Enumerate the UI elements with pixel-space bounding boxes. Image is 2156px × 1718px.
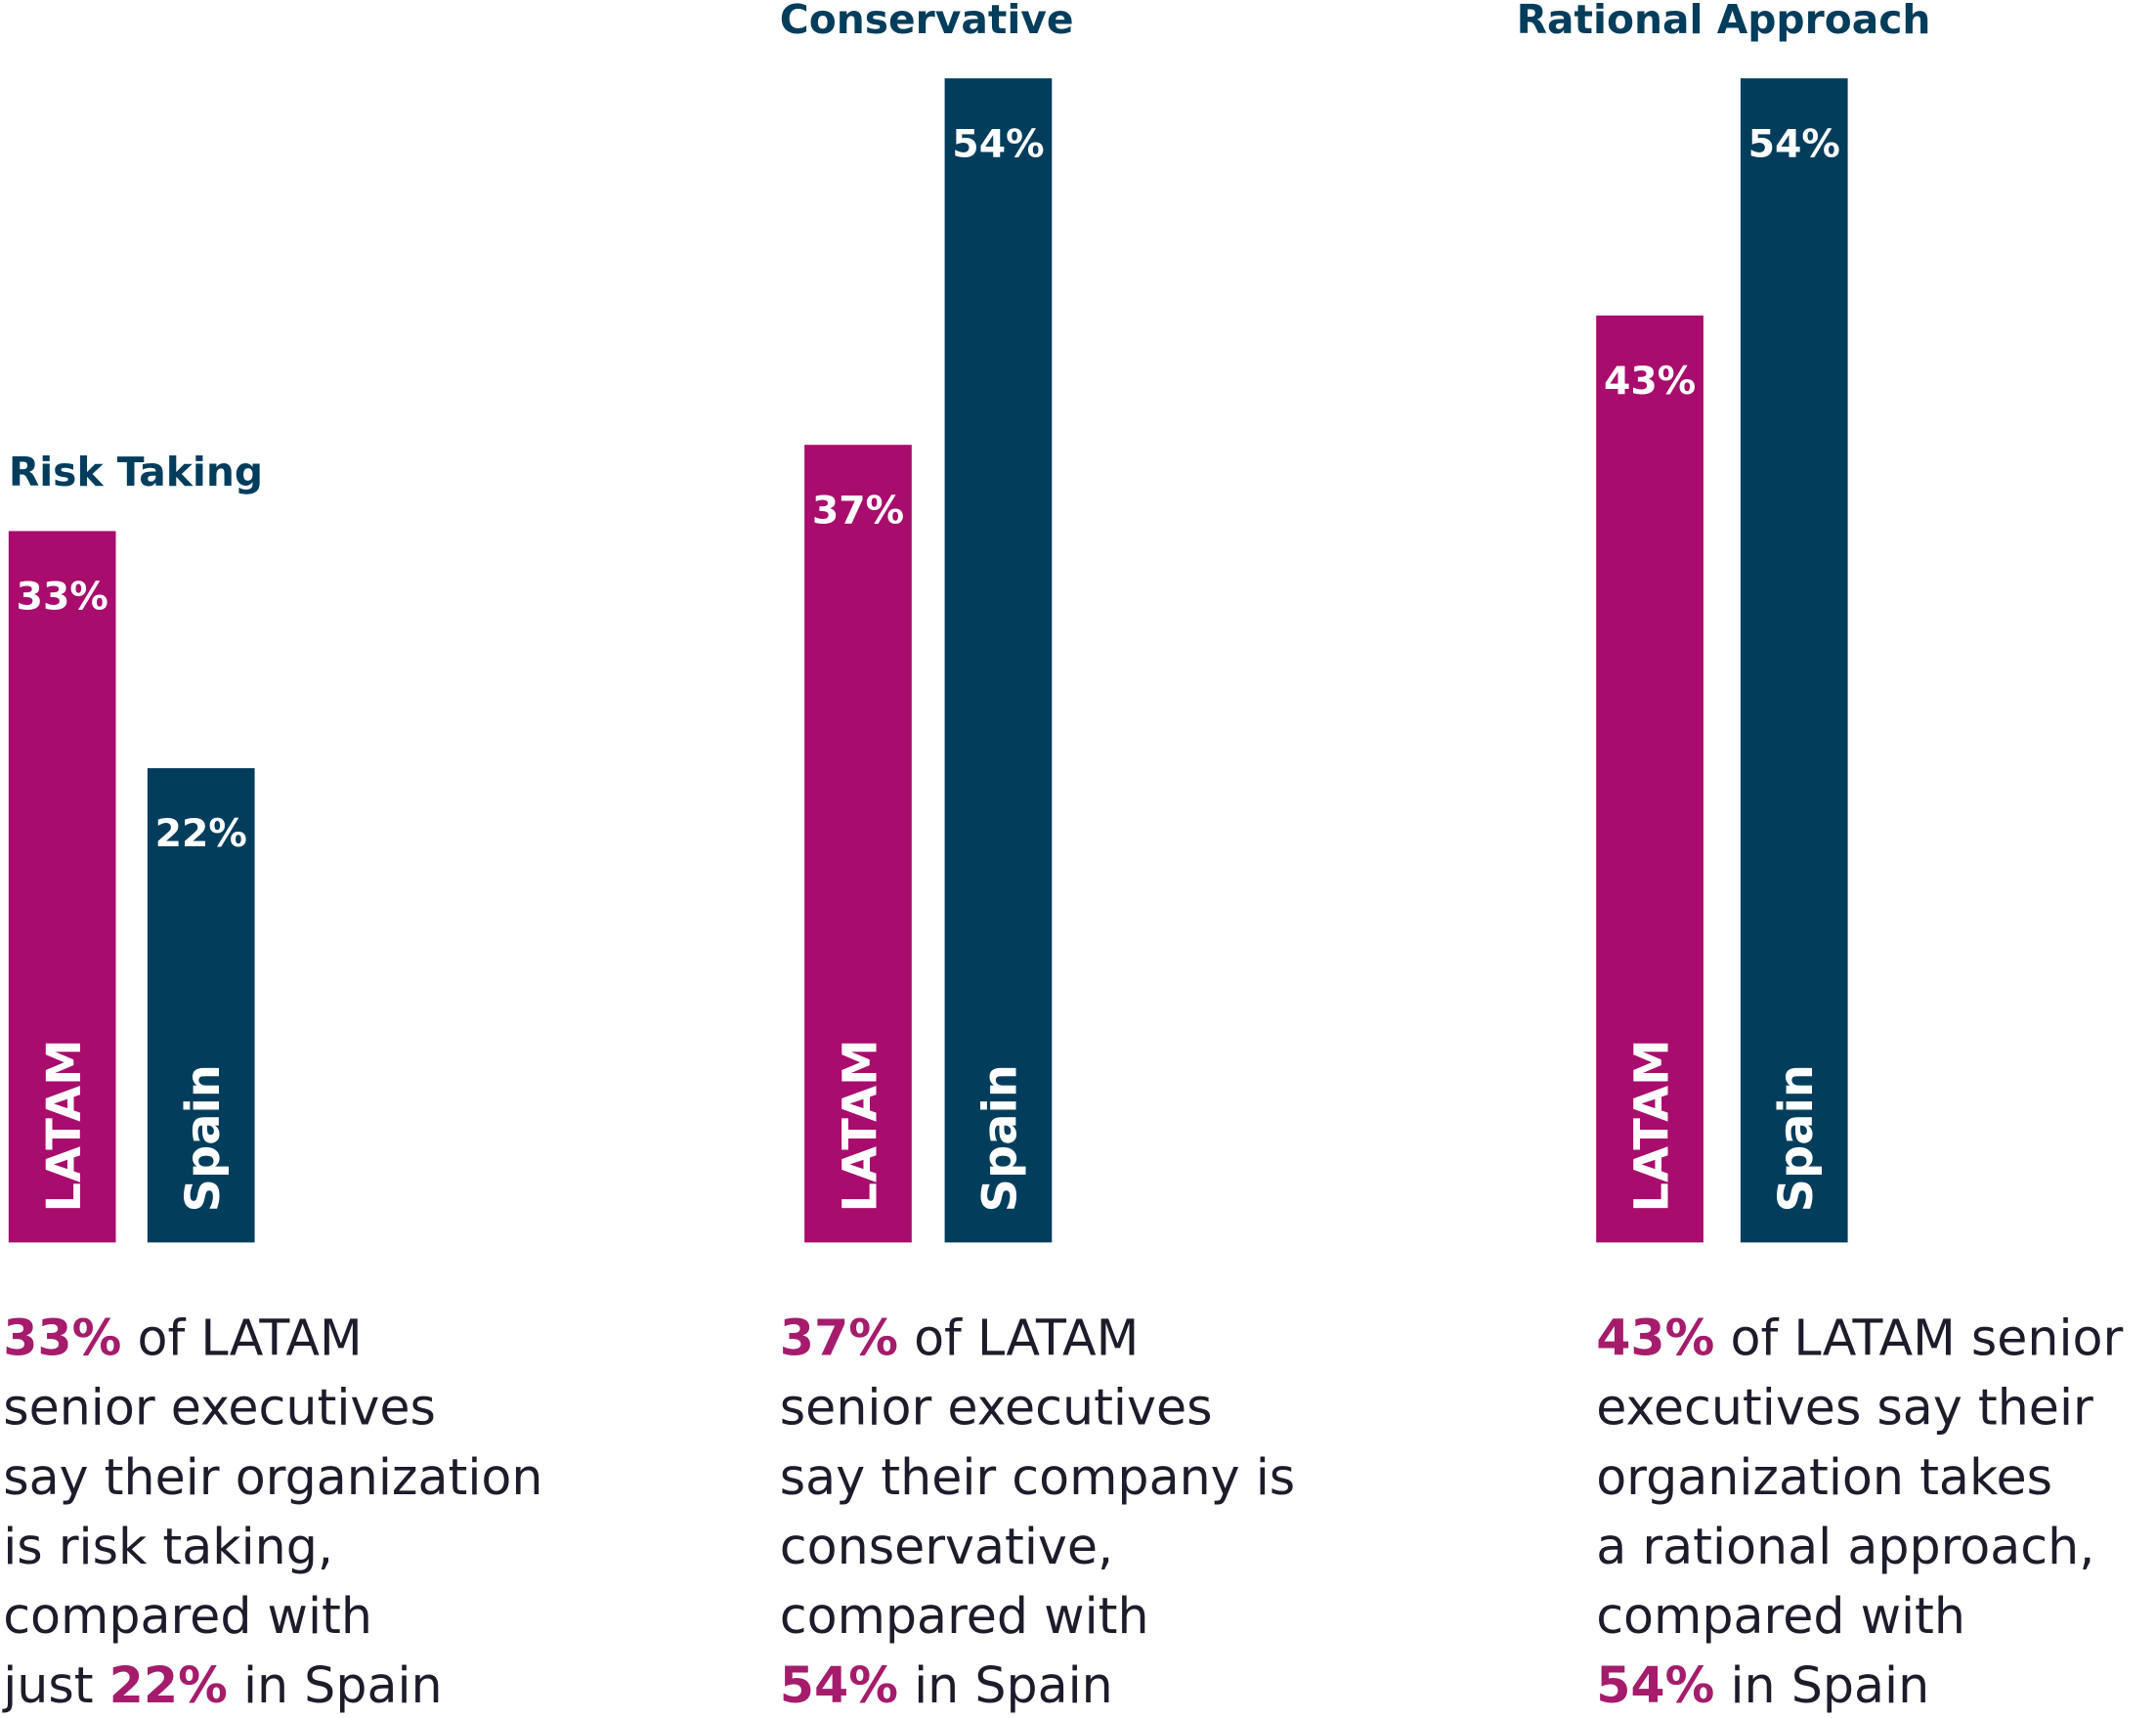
caption-text: say their company is bbox=[780, 1448, 1295, 1506]
value-label: 22% bbox=[155, 811, 247, 856]
caption-text: organization takes bbox=[1596, 1448, 2052, 1506]
bar bbox=[147, 768, 255, 1243]
bar bbox=[1740, 78, 1848, 1243]
value-label: 54% bbox=[952, 121, 1044, 166]
value-label: 43% bbox=[1604, 359, 1696, 404]
caption-line: a rational approach, bbox=[1596, 1518, 2094, 1575]
caption-line: 43% of LATAM senior bbox=[1596, 1310, 2123, 1367]
bar bbox=[8, 531, 116, 1243]
chart-title: Rational Approach bbox=[1517, 0, 1931, 43]
category-label: Spain bbox=[974, 1064, 1028, 1212]
caption-text: say their organization bbox=[3, 1448, 542, 1506]
caption-text: senior executives bbox=[3, 1379, 436, 1437]
category-label: Spain bbox=[177, 1064, 231, 1212]
caption-line: executives say their bbox=[1596, 1379, 2093, 1437]
caption-text: compared with bbox=[780, 1587, 1149, 1645]
bar bbox=[1596, 315, 1703, 1243]
caption-text: conservative, bbox=[780, 1518, 1113, 1575]
caption-line: organization takes bbox=[1596, 1448, 2052, 1506]
caption-line: compared with bbox=[780, 1587, 1149, 1645]
caption-line: just 22% in Spain bbox=[2, 1656, 442, 1714]
caption-line: is risk taking, bbox=[3, 1518, 333, 1575]
caption-line: say their organization bbox=[3, 1448, 542, 1506]
caption-text: 54% bbox=[780, 1656, 898, 1714]
caption-text: just bbox=[2, 1656, 108, 1714]
caption-line: compared with bbox=[1596, 1587, 1965, 1645]
value-label: 37% bbox=[812, 488, 904, 533]
caption-line: conservative, bbox=[780, 1518, 1113, 1575]
caption-text: executives say their bbox=[1596, 1379, 2093, 1437]
chart-title: Conservative bbox=[780, 0, 1074, 43]
caption-text: in Spain bbox=[898, 1656, 1113, 1714]
caption-line: 37% of LATAM bbox=[780, 1310, 1140, 1367]
category-label: LATAM bbox=[38, 1039, 92, 1212]
caption-text: a rational approach, bbox=[1596, 1518, 2094, 1575]
caption-text: of LATAM senior bbox=[1714, 1310, 2123, 1367]
caption-line: senior executives bbox=[3, 1379, 436, 1437]
caption-text: 37% bbox=[780, 1310, 898, 1367]
caption-text: in Spain bbox=[1714, 1656, 1929, 1714]
caption-line: 33% of LATAM bbox=[3, 1310, 363, 1367]
value-label: 54% bbox=[1748, 121, 1840, 166]
caption-text: compared with bbox=[3, 1587, 372, 1645]
category-label: LATAM bbox=[834, 1039, 887, 1212]
caption-line: 54% in Spain bbox=[780, 1656, 1113, 1714]
caption-line: 54% in Spain bbox=[1596, 1656, 1929, 1714]
caption-line: senior executives bbox=[780, 1379, 1213, 1437]
category-label: Spain bbox=[1770, 1064, 1824, 1212]
chart-title: Risk Taking bbox=[9, 449, 263, 495]
caption-text: 54% bbox=[1596, 1656, 1714, 1714]
bar bbox=[804, 445, 912, 1243]
caption-text: 43% bbox=[1596, 1310, 1714, 1367]
caption-text: of LATAM bbox=[898, 1310, 1139, 1367]
caption-text: compared with bbox=[1596, 1587, 1965, 1645]
caption-line: say their company is bbox=[780, 1448, 1295, 1506]
caption-text: is risk taking, bbox=[3, 1518, 333, 1575]
caption-text: in Spain bbox=[228, 1656, 443, 1714]
caption-text: 33% bbox=[3, 1310, 121, 1367]
caption-line: compared with bbox=[3, 1587, 372, 1645]
caption-text: 22% bbox=[109, 1656, 228, 1714]
category-label: LATAM bbox=[1625, 1039, 1679, 1212]
caption-text: of LATAM bbox=[121, 1310, 362, 1367]
caption-text: senior executives bbox=[780, 1379, 1213, 1437]
value-label: 33% bbox=[17, 575, 108, 620]
bar bbox=[944, 78, 1053, 1243]
